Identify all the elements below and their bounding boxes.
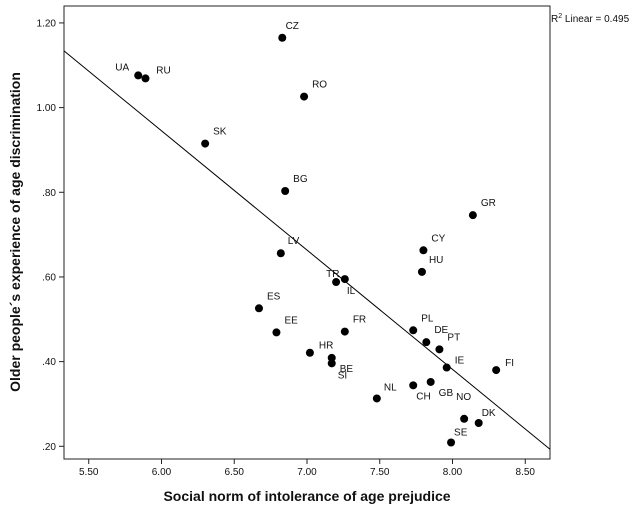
point-label: CH — [416, 391, 430, 402]
point-label: RU — [156, 65, 170, 76]
data-point — [435, 345, 444, 354]
r-squared-prefix: R — [551, 14, 558, 25]
r-squared-value: Linear = 0.495 — [562, 14, 629, 25]
data-point — [468, 211, 477, 220]
point-label: FR — [353, 315, 366, 326]
point-label: EE — [284, 315, 298, 326]
point-label: TR — [326, 269, 339, 280]
x-tick-label: 6.00 — [152, 467, 172, 478]
data-point — [332, 278, 341, 287]
point-label: SK — [213, 127, 227, 138]
point-label: ES — [267, 291, 281, 302]
data-point — [327, 353, 336, 362]
point-label: FI — [505, 358, 514, 369]
data-point — [254, 304, 263, 313]
point-label: DE — [434, 325, 448, 336]
data-point — [419, 246, 428, 255]
point-label: BG — [293, 174, 308, 185]
r-squared-label: R2 Linear = 0.495 — [551, 13, 630, 25]
point-label: PL — [421, 313, 434, 324]
data-point — [474, 419, 483, 428]
y-tick-label: .80 — [42, 188, 56, 199]
point-label: PT — [447, 332, 460, 343]
x-axis-title: Social norm of intolerance of age prejud… — [163, 488, 450, 504]
data-point — [340, 327, 349, 336]
x-axis-ticks: 5.50 6.00 6.50 7.00 7.50 8.00 8.50 — [79, 459, 535, 478]
data-point — [141, 74, 150, 83]
point-label: NO — [456, 392, 471, 403]
point-label: HU — [429, 255, 443, 266]
data-point — [201, 139, 210, 148]
point-label: GB — [439, 388, 454, 399]
x-tick-label: 5.50 — [79, 467, 99, 478]
x-tick-label: 7.50 — [370, 467, 390, 478]
data-point — [417, 267, 426, 276]
data-point — [272, 328, 281, 337]
y-tick-label: .40 — [42, 357, 56, 368]
data-point — [409, 326, 418, 335]
point-label: UA — [115, 62, 129, 73]
point-label: LV — [288, 236, 300, 247]
data-point — [460, 414, 469, 423]
data-point — [340, 275, 349, 284]
linear-fit-line — [63, 50, 551, 450]
point-label: IL — [347, 286, 356, 297]
y-tick-label: .60 — [42, 272, 56, 283]
data-point — [442, 363, 451, 372]
data-point — [300, 92, 309, 101]
x-tick-label: 6.50 — [225, 467, 245, 478]
x-tick-label: 8.50 — [516, 467, 536, 478]
point-label: CZ — [286, 21, 299, 32]
r-squared-exponent: 2 — [558, 13, 562, 20]
data-point — [426, 377, 435, 386]
data-point — [276, 249, 285, 258]
x-tick-label: 7.00 — [297, 467, 317, 478]
data-point — [447, 438, 456, 447]
x-tick-label: 8.00 — [443, 467, 463, 478]
y-axis-title: Older people´s experience of age discrim… — [7, 72, 23, 392]
point-label: SI — [338, 370, 347, 381]
point-label: GR — [481, 198, 496, 209]
y-tick-label: 1.20 — [37, 18, 57, 29]
point-label: RO — [312, 80, 327, 91]
data-point — [422, 338, 431, 347]
data-points — [134, 33, 501, 447]
data-point — [281, 187, 290, 196]
point-label: IE — [455, 356, 465, 367]
data-point — [305, 348, 314, 357]
point-label: CY — [431, 233, 445, 244]
point-label: DK — [482, 408, 496, 419]
y-tick-label: 1.00 — [37, 103, 57, 114]
data-point — [134, 71, 143, 80]
point-label: BE — [340, 364, 354, 375]
data-point — [327, 359, 336, 368]
data-point — [372, 394, 381, 403]
point-label: HR — [319, 341, 333, 352]
point-label: NL — [384, 382, 397, 393]
point-label: SE — [454, 427, 468, 438]
data-point — [278, 33, 287, 42]
data-point — [409, 381, 418, 390]
data-point — [492, 366, 501, 375]
y-axis-ticks: .20 .40 .60 .80 1.00 1.20 — [37, 18, 64, 453]
y-tick-label: .20 — [42, 442, 56, 453]
